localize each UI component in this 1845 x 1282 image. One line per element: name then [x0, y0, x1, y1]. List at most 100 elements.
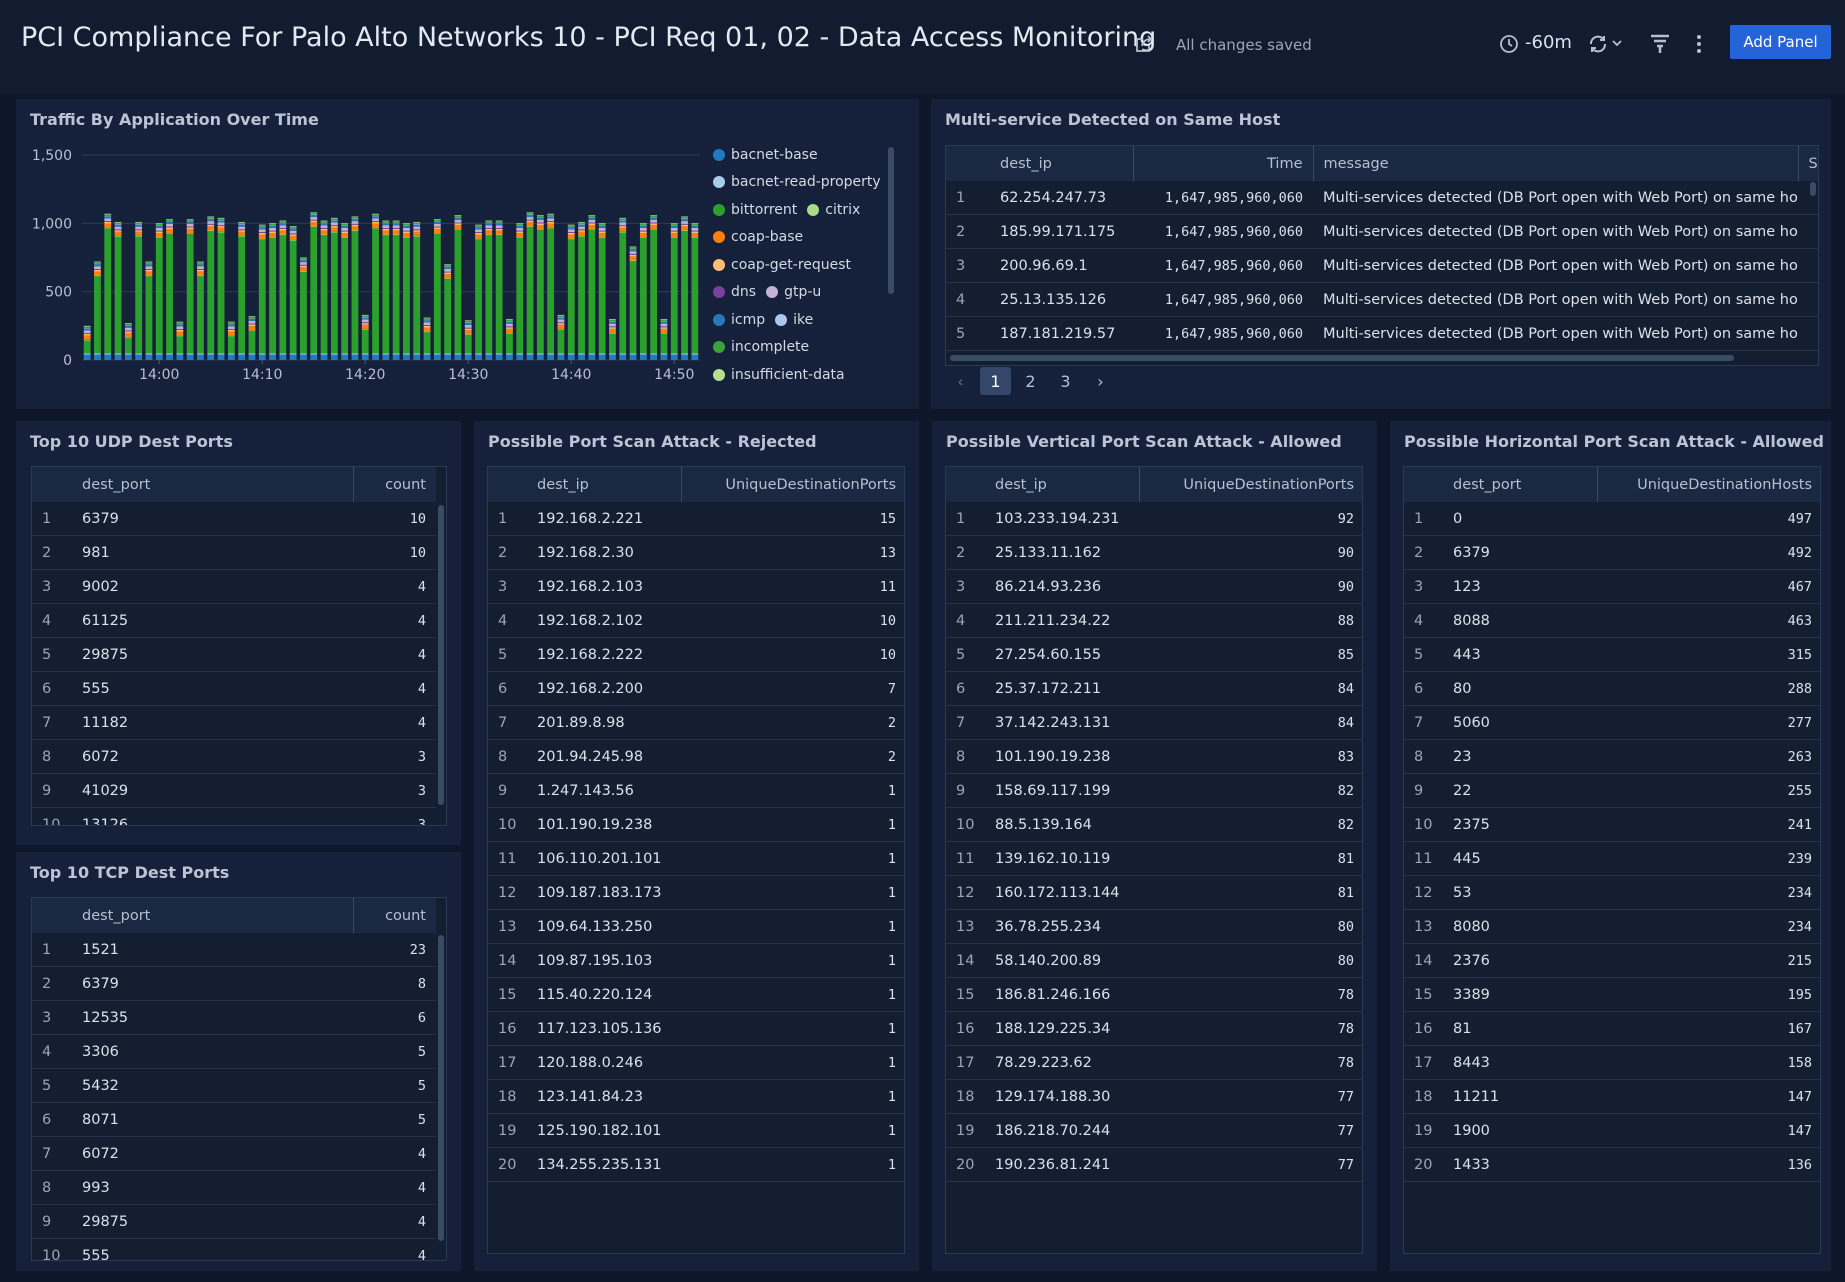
table-row: 11 106.110.201.101 1 — [488, 841, 904, 876]
column-header[interactable]: UniqueDestinationPorts — [1138, 467, 1362, 502]
bar-segment — [248, 330, 256, 354]
column-header[interactable]: dest_ip — [990, 146, 1133, 181]
column-header[interactable]: dest_ip — [985, 467, 1139, 502]
bar-segment — [392, 235, 400, 354]
page-button[interactable]: 2 — [1025, 371, 1036, 391]
bar-segment — [516, 230, 524, 232]
bar-segment — [124, 337, 132, 354]
bar-segment — [83, 339, 91, 341]
legend-item[interactable]: dns — [713, 284, 756, 300]
bar-segment — [145, 263, 153, 265]
bar-segment — [361, 319, 369, 323]
bar-segment — [403, 237, 410, 238]
legend-item[interactable]: incomplete — [713, 339, 809, 355]
table-frame: dest_ip Time message S 1 62.254.247.73 1,647,9… — [945, 145, 1819, 366]
page-button[interactable]: 3 — [1060, 371, 1071, 391]
bar-segment — [83, 353, 91, 355]
data-table: dest_ip Time message S 1 62.254.247.73 1,647,9… — [946, 146, 1818, 351]
table-head: dest_port count — [32, 898, 436, 933]
bar-segment — [269, 230, 276, 232]
bar-segment — [341, 227, 349, 231]
bar-segment — [691, 237, 699, 238]
table-cell: 77 — [1139, 1147, 1362, 1182]
table-frame: dest_port count 1 1521 23 2 6379 8 3 12535 6 4 3306 5… — [31, 897, 447, 1261]
bar-segment — [619, 353, 627, 355]
bar-segment — [392, 221, 400, 223]
legend-item[interactable]: insufficient-data — [713, 367, 845, 383]
bar-segment — [454, 353, 462, 355]
time-range[interactable]: -60m — [1525, 32, 1572, 53]
bar-segment — [454, 223, 462, 225]
legend-item[interactable]: coap-base — [713, 229, 803, 245]
bar-segment — [547, 213, 555, 215]
bar-segment — [433, 223, 441, 227]
column-header[interactable]: count — [352, 898, 436, 933]
legend-item[interactable]: bacnet-read-property — [713, 174, 881, 190]
bar-segment — [433, 233, 441, 354]
table-cell: 147 — [1597, 1113, 1820, 1148]
row-index: 1 — [1404, 502, 1443, 536]
column-header[interactable]: count — [352, 467, 436, 502]
column-header[interactable]: dest_ip — [527, 467, 681, 502]
column-header[interactable]: dest_port — [1443, 467, 1597, 502]
table-row: 4 3306 5 — [32, 1034, 436, 1069]
table-row: 19 125.190.182.101 1 — [488, 1113, 904, 1148]
refresh-icon[interactable] — [1587, 33, 1627, 55]
bar-segment — [361, 314, 369, 316]
row-index: 14 — [1404, 943, 1443, 978]
column-header[interactable]: dest_port — [72, 467, 353, 502]
share-icon[interactable] — [1133, 33, 1155, 55]
row-index: 18 — [946, 1079, 985, 1114]
x-tick-label: 14:30 — [448, 367, 488, 383]
legend-item[interactable]: icmp — [713, 312, 765, 328]
prev-page[interactable]: ‹ — [957, 371, 964, 391]
bar-segment — [83, 326, 91, 328]
column-header[interactable]: S — [1797, 146, 1818, 181]
bar-segment — [557, 324, 565, 329]
bar-segment — [691, 353, 699, 355]
bar-segment — [155, 225, 163, 228]
column-header[interactable]: UniqueDestinationPorts — [680, 467, 904, 502]
bar-segment — [516, 225, 524, 226]
legend-item[interactable]: bittorrent — [713, 202, 797, 218]
bar-segment — [629, 253, 637, 255]
bar-segment — [423, 354, 431, 360]
table-cell: 981 — [72, 535, 353, 570]
row-index: 9 — [32, 773, 72, 808]
column-header[interactable]: UniqueDestinationHosts — [1596, 467, 1820, 502]
page-button[interactable]: 1 — [980, 367, 1011, 395]
row-index: 17 — [946, 1045, 985, 1080]
legend-item[interactable]: bacnet-base — [713, 147, 818, 163]
table-cell: 139.162.10.119 — [985, 841, 1139, 876]
bar-segment — [372, 218, 379, 222]
table-cell: 1 — [681, 773, 904, 808]
bar-segment — [464, 334, 472, 335]
clock-icon[interactable] — [1499, 34, 1519, 54]
table-row: 2 25.133.11.162 90 — [946, 535, 1362, 570]
filter-icon[interactable] — [1649, 33, 1671, 55]
bar-segment — [166, 227, 173, 230]
bar-segment — [114, 226, 122, 230]
table-cell: 1,647,985,960,060 — [1133, 282, 1313, 317]
legend-item[interactable]: gtp-u — [766, 284, 821, 300]
row-index: 8 — [1404, 739, 1443, 774]
table-panel: Possible Vertical Port Scan Attack - All… — [932, 421, 1377, 1271]
bar-segment — [145, 354, 153, 360]
table-row: 15 186.81.246.166 78 — [946, 977, 1362, 1012]
table-cell: 8443 — [1443, 1045, 1597, 1080]
add-panel-button[interactable]: Add Panel — [1730, 25, 1831, 59]
column-header[interactable]: dest_port — [72, 898, 353, 933]
column-header[interactable]: Time — [1132, 146, 1313, 181]
bar-segment — [670, 237, 678, 354]
legend-item[interactable]: citrix — [807, 202, 860, 218]
next-page[interactable]: › — [1097, 371, 1104, 391]
table-row: 1 1521 23 — [32, 933, 436, 967]
legend-item[interactable]: coap-get-request — [713, 257, 851, 273]
bar-segment — [660, 327, 668, 329]
bar-segment — [413, 226, 421, 230]
more-icon[interactable] — [1694, 33, 1704, 55]
column-header[interactable]: message — [1312, 146, 1798, 181]
bar-segment — [248, 330, 256, 331]
legend-item[interactable]: ike — [775, 312, 813, 328]
bar-segment — [536, 229, 544, 354]
